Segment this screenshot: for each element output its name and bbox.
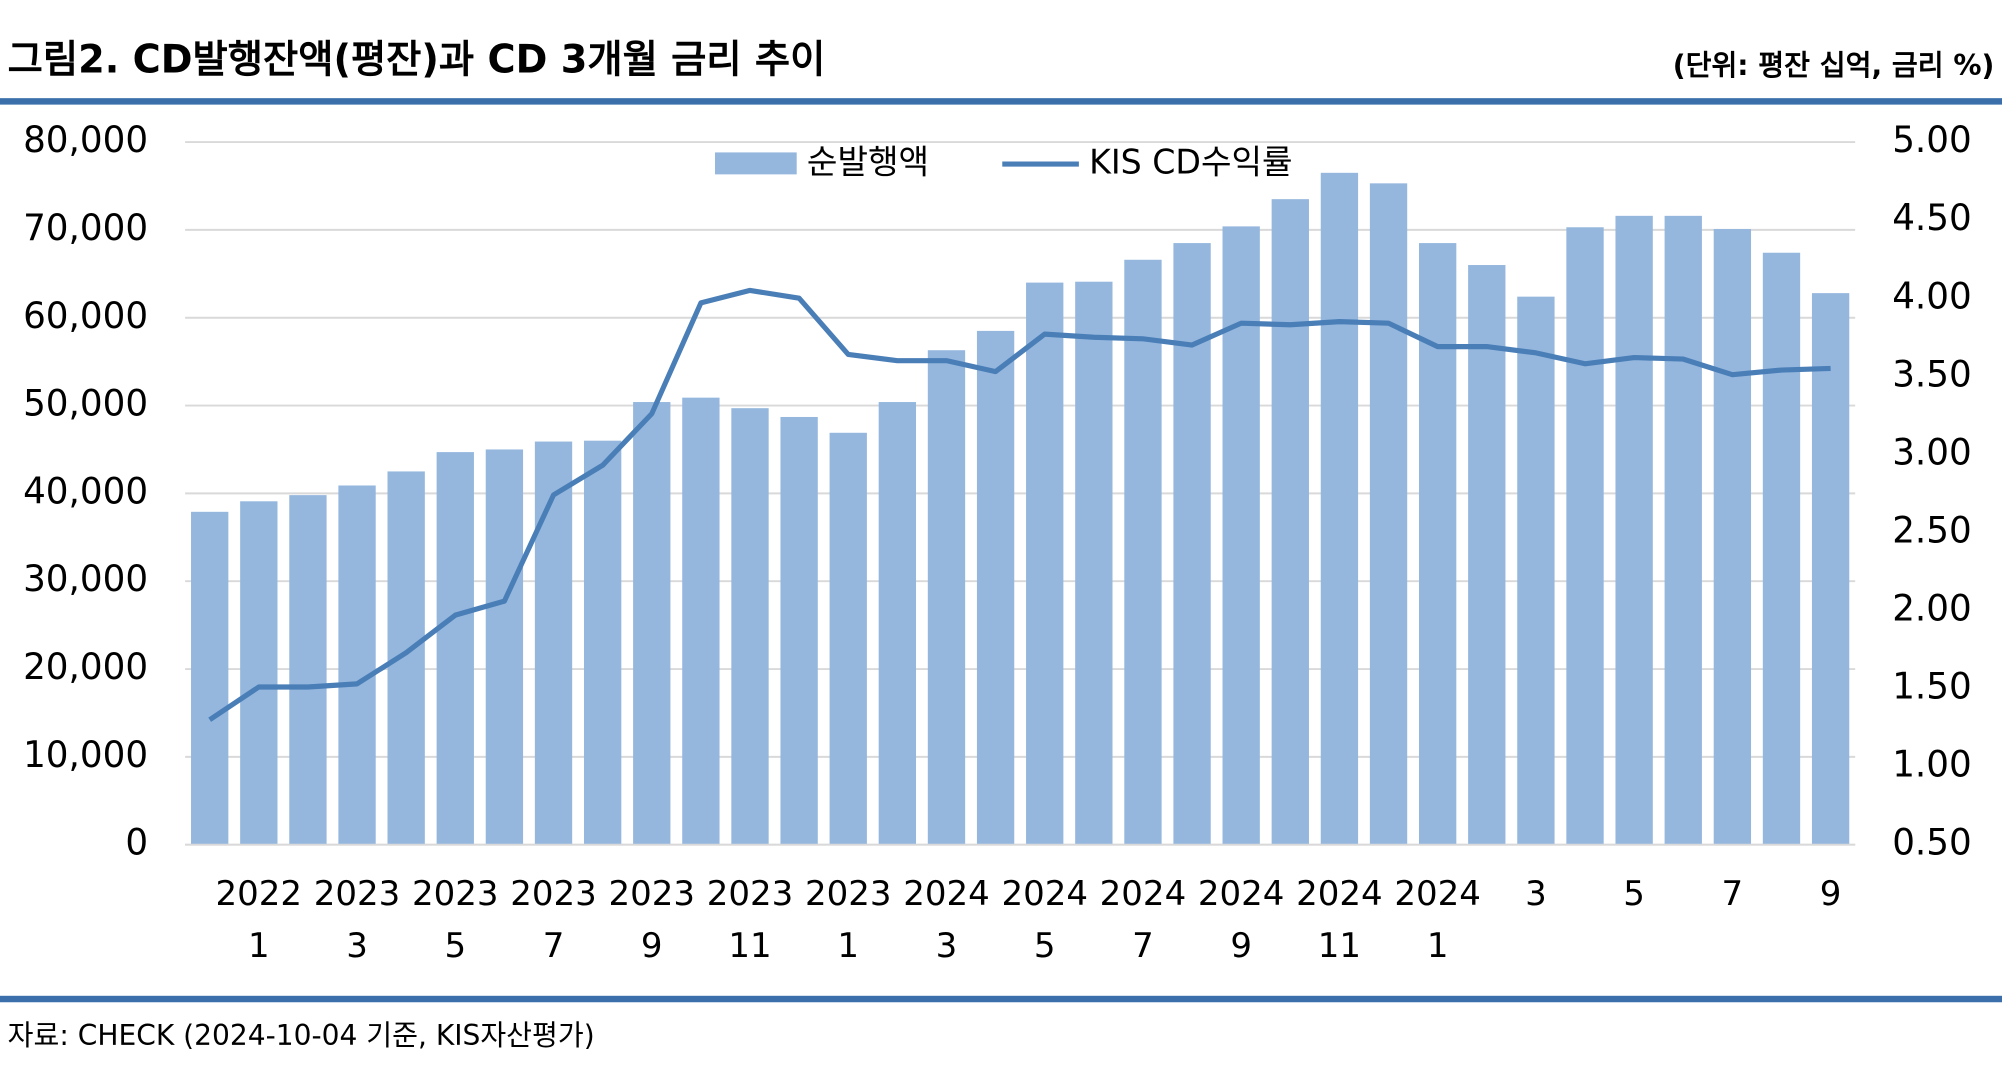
bar (1762, 252, 1801, 845)
y-tick-label: 80,000 (23, 120, 148, 161)
x-tick-label: 2023 11 (706, 873, 794, 966)
top-rule (0, 98, 2002, 105)
bar (1468, 265, 1506, 845)
bar (878, 402, 917, 845)
bar (976, 330, 1015, 845)
x-tick-label: 2024 7 (1099, 873, 1187, 966)
bar (780, 416, 818, 845)
bar (1418, 243, 1457, 845)
bar (1075, 281, 1113, 845)
y-tick-label: 40,000 (23, 471, 148, 512)
x-tick-label: 2024 9 (1197, 873, 1285, 966)
x-tick-label: 2023 7 (510, 873, 597, 966)
chart-title: 그림2. CD발행잔액(평잔)과 CD 3개월 금리 추이 (8, 37, 826, 82)
y2-tick-label: 2.00 (1892, 588, 1972, 629)
bar (1566, 227, 1604, 845)
bar (1664, 215, 1702, 845)
y-tick-label: 70,000 (23, 208, 148, 249)
line (208, 287, 1831, 722)
bar (927, 350, 966, 845)
bar (1615, 215, 1653, 845)
source-note: 자료: CHECK (2024-10-04 기준, KIS자산평가) (8, 1019, 595, 1052)
bar (240, 501, 278, 845)
x-tick-label: 3 (1525, 873, 1547, 914)
x-tick-label: 2023 5 (412, 873, 499, 966)
bar (829, 432, 867, 845)
bar (191, 511, 229, 845)
y2-tick-label: 2.50 (1892, 510, 1972, 551)
x-tick-label: 2022 1 (215, 873, 303, 966)
bar (1271, 199, 1309, 845)
x-tick-label: 9 (1819, 873, 1842, 914)
bar (1320, 172, 1359, 845)
y2-tick-label: 4.00 (1892, 276, 1972, 317)
y-tick-label: 50,000 (23, 383, 148, 424)
y-tick-label: 30,000 (23, 559, 148, 600)
y-tick-label: 60,000 (23, 296, 148, 337)
x-tick-label: 2023 3 (313, 873, 401, 966)
bar (534, 441, 573, 845)
x-tick-label: 2024 5 (1001, 873, 1088, 966)
legend-swatch (715, 152, 797, 175)
x-tick-label: 2024 1 (1394, 873, 1481, 966)
bar (1222, 226, 1260, 845)
y-tick-label: 10,000 (23, 735, 148, 776)
y2-tick-label: 3.00 (1892, 432, 1972, 473)
bar (1173, 243, 1211, 845)
bar (731, 408, 769, 845)
y-tick-label: 0 (125, 823, 148, 864)
legend-label: KIS CD수익률 (1089, 142, 1292, 181)
bar (1811, 293, 1850, 845)
x-tick-label: 5 (1623, 873, 1645, 914)
y2-tick-label: 1.50 (1892, 666, 1972, 707)
bar (583, 440, 622, 845)
bar (682, 397, 720, 845)
y2-tick-label: 3.50 (1892, 354, 1972, 395)
x-tick-label: 7 (1721, 873, 1744, 914)
legend-label: 순발행액 (807, 142, 929, 181)
bar (289, 495, 327, 845)
bar (436, 452, 474, 845)
bar (485, 449, 524, 845)
bar (1713, 229, 1752, 845)
bar (338, 485, 376, 845)
x-tick-label: 2023 9 (608, 873, 696, 966)
bar (1369, 183, 1408, 845)
x-tick-label: 2024 11 (1296, 873, 1383, 966)
y2-tick-label: 5.00 (1892, 120, 1972, 161)
bar (1026, 282, 1064, 845)
y2-tick-label: 4.50 (1892, 198, 1972, 239)
bar (1517, 296, 1555, 845)
bottom-rule (0, 995, 2002, 1003)
x-tick-label: 2023 1 (804, 873, 892, 966)
bar (633, 402, 671, 845)
y-tick-label: 20,000 (23, 647, 148, 688)
y2-tick-label: 0.50 (1892, 823, 1972, 864)
chart-subtitle: (단위: 평잔 십억, 금리 %) (1673, 49, 1995, 82)
bar (1124, 259, 1162, 845)
x-tick-label: 2024 3 (903, 873, 990, 966)
y2-tick-label: 1.00 (1892, 744, 1972, 785)
